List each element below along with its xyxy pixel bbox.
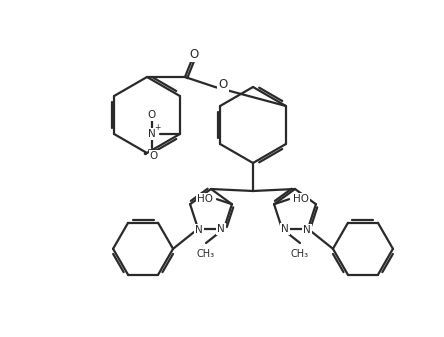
- Text: O: O: [150, 151, 158, 161]
- Text: N: N: [281, 224, 289, 234]
- Text: N: N: [303, 225, 311, 235]
- Text: N: N: [148, 129, 156, 139]
- Text: HO: HO: [197, 194, 213, 204]
- Text: HO: HO: [293, 194, 309, 204]
- Text: O: O: [148, 110, 156, 120]
- Text: O: O: [218, 79, 228, 92]
- Text: N: N: [217, 224, 225, 234]
- Text: CH₃: CH₃: [291, 249, 309, 259]
- Text: N: N: [195, 225, 203, 235]
- Text: O: O: [190, 49, 198, 61]
- Text: CH₃: CH₃: [197, 249, 215, 259]
- Text: +: +: [154, 123, 160, 131]
